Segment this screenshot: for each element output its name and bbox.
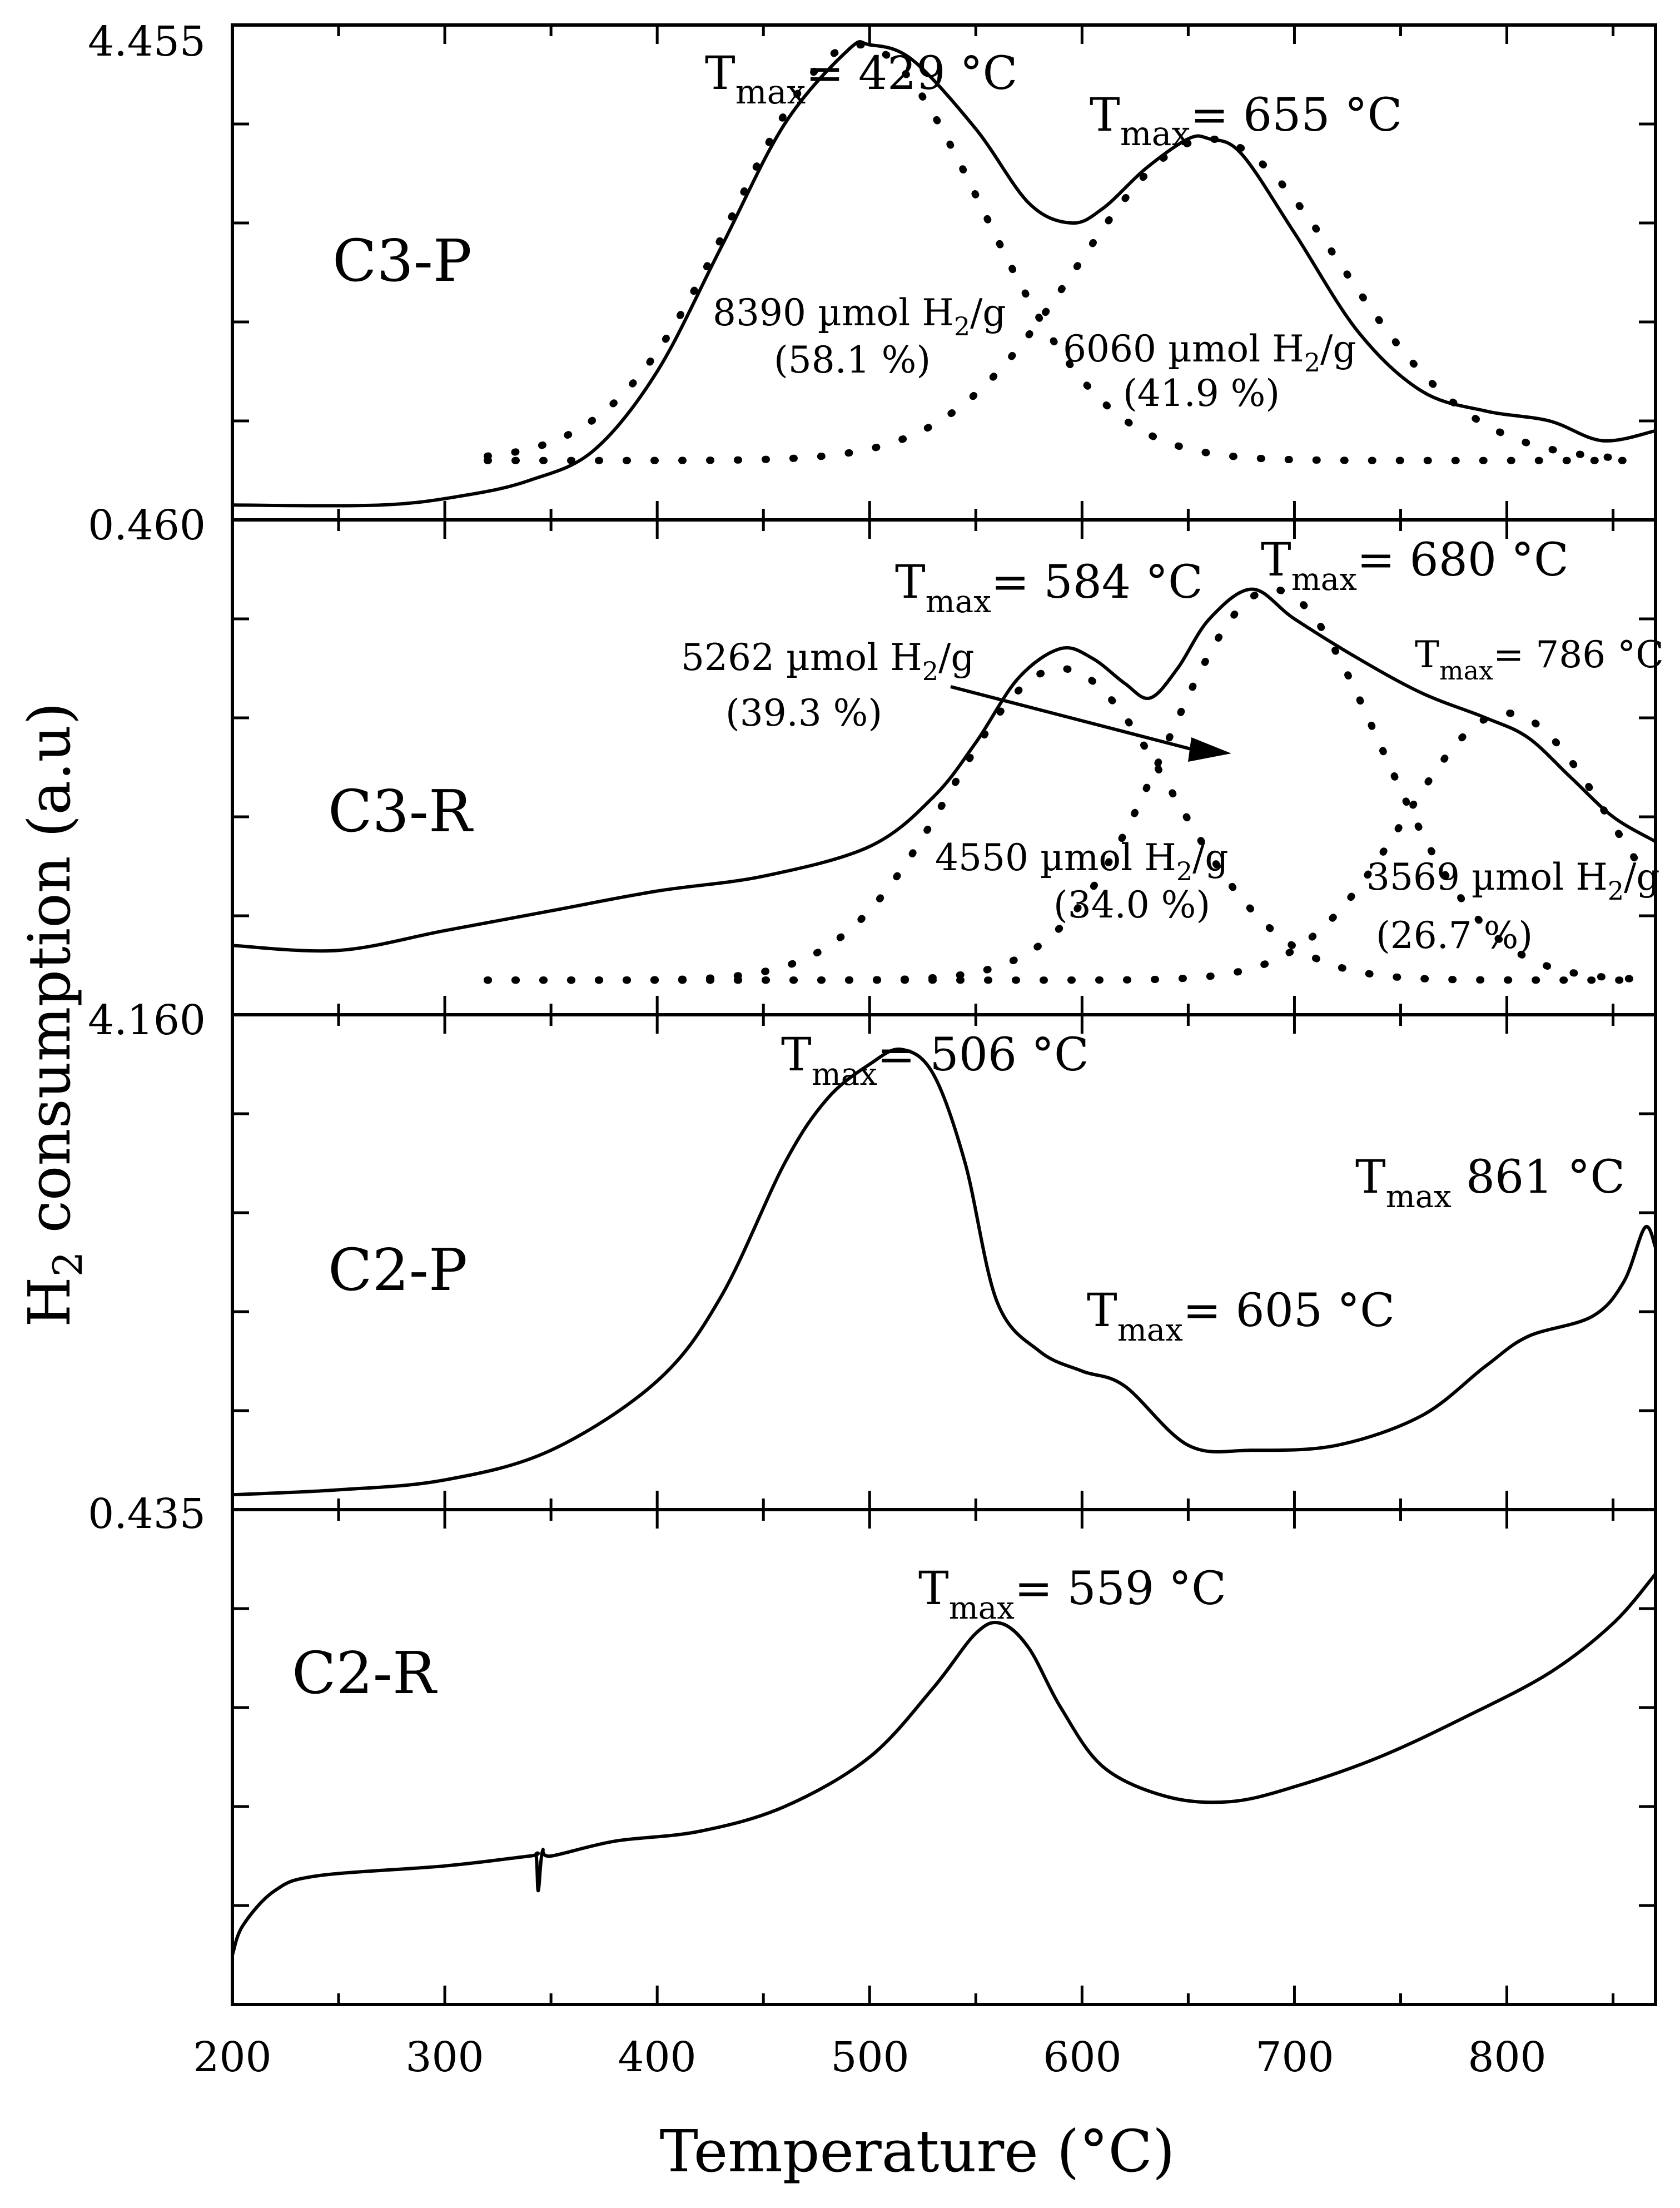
sample-label-c3-r: C3-R <box>328 777 474 845</box>
x-tick-label: 600 <box>1043 2033 1121 2081</box>
y-tick-label-c3-p-bottom: 0.460 <box>88 502 206 549</box>
tmax-label-c3-p-peak2: Tmax= 655 °C <box>1090 89 1402 153</box>
panel-frame-c2-r <box>231 1508 1657 2006</box>
fit-label-c3-r-2-amount: 4550 µmol H2/g <box>935 836 1229 886</box>
y-tick-label-c3-r-bottom: 4.160 <box>88 996 206 1044</box>
tmax-label-c2-p-peak1: Tmax= 506 °C <box>781 1029 1089 1093</box>
x-tick-label: 500 <box>831 2033 909 2081</box>
fit-label-c3-r-2-percent: (34.0 %) <box>1053 884 1210 926</box>
y-axis-title-rest: consumption (a.u) <box>16 702 83 1251</box>
x-tick-label: 300 <box>405 2033 484 2081</box>
y-axis-title-sub: 2 <box>44 1251 91 1277</box>
annotation-arrow-c3-r <box>950 685 1204 754</box>
fit-curve-c3-r-3 <box>484 709 1638 984</box>
fit-label-c3-r-3-percent: (26.7 %) <box>1376 914 1533 957</box>
panel-frames <box>231 23 1657 2006</box>
x-tick-label: 700 <box>1255 2033 1334 2081</box>
y-axis-title: H2 consumption (a.u) <box>16 702 91 1327</box>
fit-label-c3-p-2-amount: 6060 µmol H2/g <box>1063 328 1356 378</box>
tmax-label-c2-p-peak3: Tmax 861 °C <box>1355 1151 1625 1215</box>
experimental-curve-c3-r <box>231 587 1657 953</box>
tmax-label-c3-r-peak1: Tmax= 584 °C <box>895 556 1203 620</box>
y-axis-title-h: H <box>16 1277 83 1327</box>
fit-label-c3-p-1-percent: (58.1 %) <box>774 339 931 381</box>
fit-curve-c3-p-2 <box>484 135 1638 464</box>
sample-label-c2-p: C2-P <box>328 1236 468 1304</box>
axis-ticks <box>231 25 1656 2004</box>
annotation-arrowhead-c3-r <box>1188 737 1231 762</box>
experimental-curve-c2-r <box>231 1572 1657 1957</box>
fit-label-c3-r-1-percent: (39.3 %) <box>725 692 882 735</box>
experimental-curve-c3-p <box>231 40 1657 508</box>
experimental-curve-c2-p <box>231 1047 1657 1497</box>
fit-curve-c3-p-1 <box>484 41 1638 464</box>
x-tick-label: 800 <box>1468 2033 1546 2081</box>
tmax-label-c3-r-peak3: Tmax= 786 °C <box>1415 633 1664 686</box>
y-tick-label-c2-p-bottom: 0.435 <box>88 1490 206 1538</box>
y-tick-label-top: 4.455 <box>88 18 206 66</box>
fit-label-c3-p-2-percent: (41.9 %) <box>1123 372 1280 415</box>
tmax-label-c3-r-peak2: Tmax= 680 °C <box>1261 534 1569 598</box>
fit-label-c3-r-1-amount: 5262 µmol H2/g <box>681 636 975 686</box>
x-tick-label: 200 <box>193 2033 271 2081</box>
fit-label-c3-r-3-amount: 3569 µmol H2/g <box>1366 856 1660 906</box>
x-tick-label: 400 <box>618 2033 696 2081</box>
fit-label-c3-p-1-amount: 8390 µmol H2/g <box>713 291 1006 341</box>
sample-label-c3-p: C3-P <box>332 227 472 295</box>
tmax-label-c2-r-peak1: Tmax= 559 °C <box>918 1562 1226 1626</box>
sample-label-c2-r: C2-R <box>292 1639 438 1707</box>
tmax-label-c3-p-peak1: Tmax= 429 °C <box>705 47 1017 112</box>
curve-layer <box>231 40 1657 1957</box>
tmax-label-c2-p-peak2: Tmax= 605 °C <box>1087 1284 1395 1348</box>
x-tick-labels: 200 300 400 500 600 700 800 <box>193 2033 1546 2081</box>
x-axis-title: Temperature (°C) <box>659 2117 1175 2185</box>
